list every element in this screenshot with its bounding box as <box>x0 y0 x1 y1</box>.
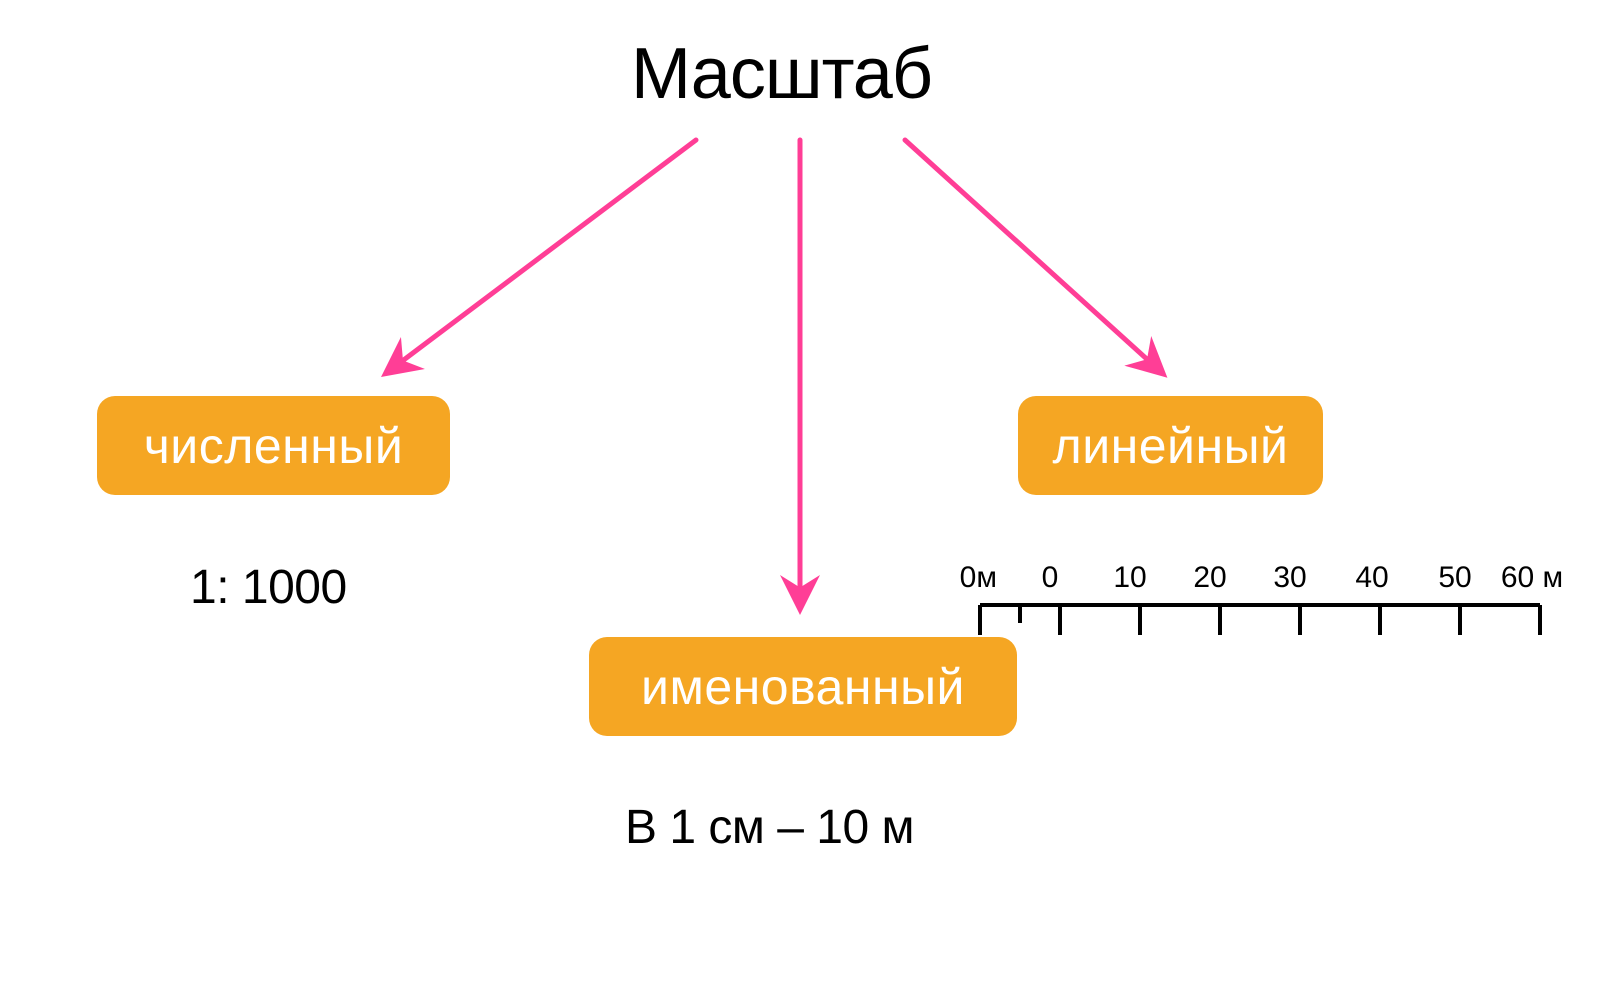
box-label-named: именованный <box>641 658 965 716</box>
ruler-label: 10 <box>1113 561 1146 594</box>
ruler-label: 20 <box>1193 561 1226 594</box>
arrow-line <box>905 140 1160 371</box>
ruler-label: 10м <box>960 561 997 594</box>
numeric_example: 1: 1000 <box>190 560 347 615</box>
ruler-label: 60 м <box>1501 561 1563 594</box>
named_example: В 1 см – 10 м <box>625 800 914 855</box>
box-numeric: численный <box>97 396 450 495</box>
box-linear: линейный <box>1018 396 1323 495</box>
box-label-numeric: численный <box>144 417 404 475</box>
arrow-line <box>389 140 696 371</box>
ruler-label: 0 <box>1042 561 1059 594</box>
diagram-title: Масштаб <box>631 33 932 115</box>
ruler-label: 40 <box>1355 561 1388 594</box>
ruler-label: 30 <box>1273 561 1306 594</box>
ruler-scale: 10м 0 10 20 30 40 50 60 м <box>960 555 1600 645</box>
box-named: именованный <box>589 637 1017 736</box>
box-label-linear: линейный <box>1053 417 1289 475</box>
ruler-label: 50 <box>1438 561 1471 594</box>
